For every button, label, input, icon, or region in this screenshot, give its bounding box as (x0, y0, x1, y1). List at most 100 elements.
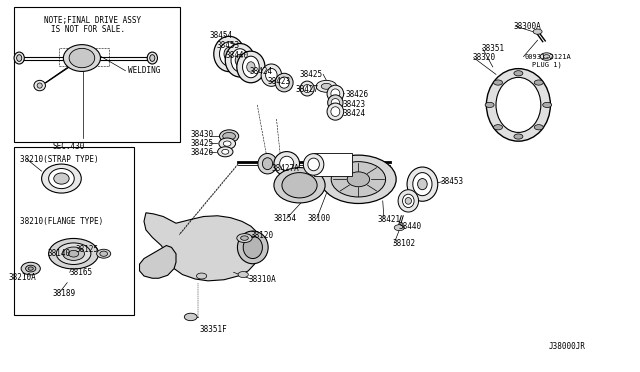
Text: 38154: 38154 (274, 214, 297, 223)
Ellipse shape (280, 156, 294, 171)
Text: J38000JR: J38000JR (549, 342, 586, 351)
Text: 38440: 38440 (225, 51, 248, 60)
Text: WELDING: WELDING (128, 66, 161, 75)
Text: 38210(STRAP TYPE): 38210(STRAP TYPE) (20, 155, 99, 164)
Text: 38300A: 38300A (513, 22, 541, 31)
Circle shape (485, 102, 494, 108)
Ellipse shape (331, 107, 340, 116)
Ellipse shape (327, 85, 344, 102)
Text: SEC.430: SEC.430 (52, 142, 85, 151)
Ellipse shape (243, 56, 259, 78)
Ellipse shape (56, 243, 91, 264)
Ellipse shape (223, 141, 231, 146)
Ellipse shape (279, 77, 289, 88)
Ellipse shape (231, 49, 249, 72)
Circle shape (237, 234, 252, 243)
Circle shape (533, 29, 542, 34)
Ellipse shape (275, 73, 293, 92)
Ellipse shape (63, 45, 100, 71)
Ellipse shape (220, 130, 239, 142)
Ellipse shape (413, 173, 432, 196)
Text: 00931-2121A: 00931-2121A (525, 54, 572, 60)
Ellipse shape (332, 99, 340, 107)
Text: 38430: 38430 (191, 130, 214, 139)
Ellipse shape (220, 42, 239, 66)
Circle shape (238, 272, 248, 278)
Text: 38427A: 38427A (272, 164, 300, 173)
Circle shape (534, 125, 543, 130)
Ellipse shape (14, 52, 24, 64)
Ellipse shape (147, 52, 157, 64)
Circle shape (543, 102, 552, 108)
Text: 38165: 38165 (69, 268, 92, 277)
Polygon shape (144, 213, 262, 281)
Text: NOTE;FINAL DRIVE ASSY: NOTE;FINAL DRIVE ASSY (44, 16, 141, 25)
Ellipse shape (224, 47, 234, 61)
Bar (14, 147, 134, 315)
Circle shape (540, 53, 553, 60)
Text: 38424: 38424 (342, 109, 365, 118)
Text: 38453: 38453 (440, 177, 463, 186)
Ellipse shape (403, 194, 414, 208)
Text: 38102: 38102 (393, 239, 416, 248)
Ellipse shape (258, 153, 277, 174)
Text: 38351: 38351 (481, 44, 504, 53)
Ellipse shape (348, 172, 370, 187)
Circle shape (241, 236, 248, 240)
Text: 38320: 38320 (472, 53, 495, 62)
Ellipse shape (486, 68, 550, 141)
Ellipse shape (21, 262, 40, 275)
Text: 38310A: 38310A (248, 275, 276, 284)
Circle shape (514, 71, 523, 76)
Ellipse shape (219, 138, 236, 149)
Text: 38100: 38100 (307, 214, 330, 223)
Ellipse shape (331, 89, 340, 99)
Ellipse shape (54, 173, 69, 184)
Ellipse shape (398, 190, 419, 212)
Text: 38140: 38140 (48, 249, 71, 258)
Ellipse shape (407, 167, 438, 201)
Ellipse shape (247, 62, 255, 72)
Ellipse shape (237, 51, 265, 83)
Ellipse shape (68, 250, 79, 257)
Ellipse shape (236, 54, 245, 66)
Ellipse shape (266, 68, 277, 82)
Ellipse shape (17, 55, 22, 61)
Ellipse shape (261, 64, 282, 86)
Ellipse shape (221, 149, 229, 154)
Ellipse shape (237, 231, 268, 264)
Text: 38125: 38125 (76, 246, 99, 254)
Text: 38427: 38427 (296, 85, 319, 94)
Ellipse shape (282, 173, 317, 198)
Text: 38425: 38425 (191, 139, 214, 148)
Ellipse shape (49, 238, 99, 269)
Text: PLUG 1): PLUG 1) (532, 62, 562, 68)
Ellipse shape (300, 81, 314, 96)
Ellipse shape (418, 179, 428, 190)
Ellipse shape (150, 55, 155, 61)
Circle shape (493, 80, 502, 85)
Circle shape (543, 55, 550, 58)
Circle shape (196, 273, 207, 279)
Text: 38423: 38423 (268, 77, 291, 86)
Ellipse shape (42, 164, 81, 193)
Text: 38120: 38120 (251, 231, 274, 240)
Ellipse shape (303, 84, 311, 93)
Ellipse shape (49, 169, 74, 189)
Text: 38426: 38426 (191, 148, 214, 157)
Ellipse shape (308, 158, 319, 171)
Ellipse shape (496, 77, 541, 132)
Ellipse shape (28, 267, 33, 270)
Circle shape (534, 80, 543, 85)
Ellipse shape (262, 158, 273, 170)
Circle shape (321, 83, 332, 89)
Ellipse shape (214, 36, 244, 71)
Circle shape (514, 134, 523, 139)
Ellipse shape (26, 265, 36, 272)
Text: 38424: 38424 (250, 67, 273, 76)
Circle shape (316, 80, 337, 92)
Text: 38440: 38440 (398, 222, 421, 231)
Ellipse shape (69, 48, 95, 68)
Text: 38426: 38426 (346, 90, 369, 99)
Circle shape (184, 313, 197, 321)
